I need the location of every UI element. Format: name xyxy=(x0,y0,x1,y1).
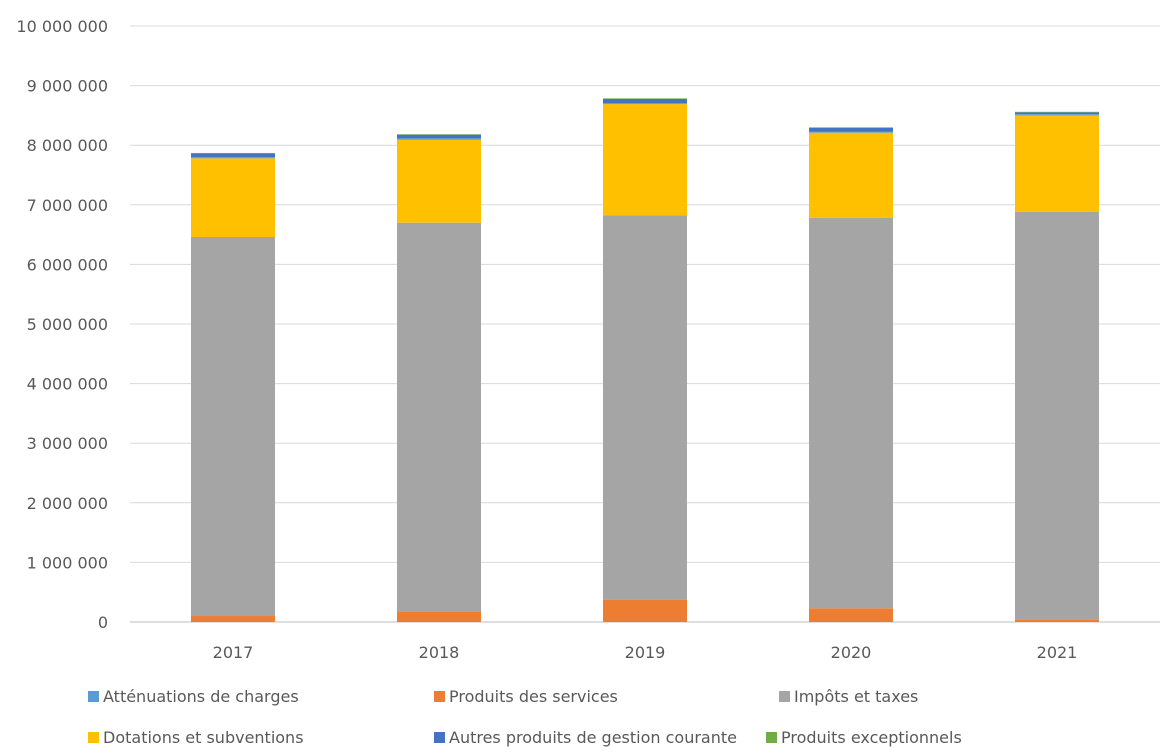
bar-segment xyxy=(1015,619,1099,622)
y-tick-label: 8 000 000 xyxy=(27,136,108,155)
legend-swatch xyxy=(434,691,445,702)
bar-segment xyxy=(809,131,893,133)
legend-swatch xyxy=(88,732,99,743)
bar-segment xyxy=(809,127,893,128)
bar-segment xyxy=(397,611,481,622)
y-tick-label: 5 000 000 xyxy=(27,315,108,334)
bar-segment xyxy=(397,222,481,612)
x-tick-label: 2019 xyxy=(625,643,666,662)
bar-segment xyxy=(1015,211,1099,620)
bar-segment xyxy=(603,103,687,105)
bar-segment xyxy=(191,157,275,159)
bar-segment xyxy=(603,599,687,622)
y-tick-label: 10 000 000 xyxy=(16,17,108,36)
bar-segment xyxy=(809,608,893,622)
bar-segment xyxy=(397,134,481,139)
y-axis: 0 1 000 000 2 000 000 3 000 000 4 000 000 5 0… xyxy=(16,17,108,632)
legend-swatch xyxy=(779,691,790,702)
y-tick-label: 9 000 000 xyxy=(27,77,108,96)
bar-segment xyxy=(809,217,893,609)
legend-label: Produits exceptionnels xyxy=(781,728,962,747)
bar-segment xyxy=(191,158,275,237)
bar-segment xyxy=(603,98,687,100)
bar-segment xyxy=(397,138,481,140)
x-tick-label: 2021 xyxy=(1037,643,1078,662)
y-tick-label: 1 000 000 xyxy=(27,553,108,572)
y-tick-label: 0 xyxy=(98,613,108,632)
x-tick-label: 2020 xyxy=(831,643,872,662)
legend-label: Atténuations de charges xyxy=(103,687,299,706)
bar-segment xyxy=(191,616,275,622)
bar-segment xyxy=(603,215,687,600)
x-tick-label: 2018 xyxy=(419,643,460,662)
bar-segment xyxy=(603,99,687,104)
legend-swatch xyxy=(434,732,445,743)
y-tick-label: 7 000 000 xyxy=(27,196,108,215)
y-tick-label: 2 000 000 xyxy=(27,494,108,513)
bar-segment xyxy=(809,132,893,218)
legend-swatch xyxy=(88,691,99,702)
legend-swatch xyxy=(766,732,777,743)
bar-segment xyxy=(191,153,275,158)
y-tick-label: 4 000 000 xyxy=(27,375,108,394)
legend-label: Autres produits de gestion courante xyxy=(449,728,737,747)
bar-segment xyxy=(603,104,687,216)
bar-segment xyxy=(397,134,481,135)
legend-label: Impôts et taxes xyxy=(794,687,918,706)
bar-segment xyxy=(191,236,275,617)
bar-segment xyxy=(1015,114,1099,116)
bar-segment xyxy=(1015,112,1099,115)
bar-segment xyxy=(1015,111,1099,113)
y-tick-label: 6 000 000 xyxy=(27,255,108,274)
bar-segment xyxy=(397,139,481,223)
legend: Atténuations de charges Produits des serv… xyxy=(88,687,962,747)
legend-label: Dotations et subventions xyxy=(103,728,304,747)
bar-segment xyxy=(191,152,275,154)
y-tick-label: 3 000 000 xyxy=(27,434,108,453)
bar-segment xyxy=(809,127,893,132)
bars xyxy=(191,98,1099,622)
x-tick-label: 2017 xyxy=(213,643,254,662)
bar-segment xyxy=(1015,115,1099,212)
x-axis: 2017 2018 2019 2020 2021 xyxy=(213,643,1078,662)
legend-label: Produits des services xyxy=(449,687,618,706)
